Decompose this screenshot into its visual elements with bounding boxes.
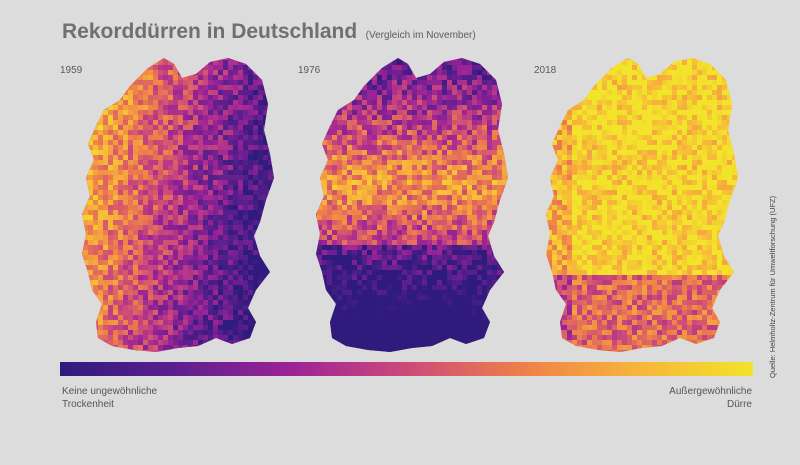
legend-high-label: Außergewöhnliche Dürre bbox=[669, 386, 752, 410]
germany-map-1976 bbox=[316, 58, 508, 352]
map-year-2018: 2018 bbox=[534, 65, 557, 76]
map-year-1976: 1976 bbox=[298, 65, 321, 76]
source-credit: Quelle: Helmholtz-Zentrum für Umweltfors… bbox=[768, 195, 777, 378]
germany-map-1959 bbox=[82, 58, 274, 352]
legend-low-label: Keine ungewöhnliche Trockenheit bbox=[62, 386, 158, 410]
map-year-1959: 1959 bbox=[60, 65, 83, 76]
title-row: Rekorddürren in Deutschland (Vergleich i… bbox=[62, 20, 476, 44]
drought-raster bbox=[316, 58, 508, 352]
page-title: Rekorddürren in Deutschland bbox=[62, 20, 358, 43]
drought-raster bbox=[546, 58, 738, 352]
drought-raster bbox=[82, 58, 274, 352]
page-subtitle: (Vergleich im November) bbox=[365, 30, 476, 41]
germany-map-2018 bbox=[546, 58, 738, 352]
color-scale-legend bbox=[60, 362, 753, 376]
